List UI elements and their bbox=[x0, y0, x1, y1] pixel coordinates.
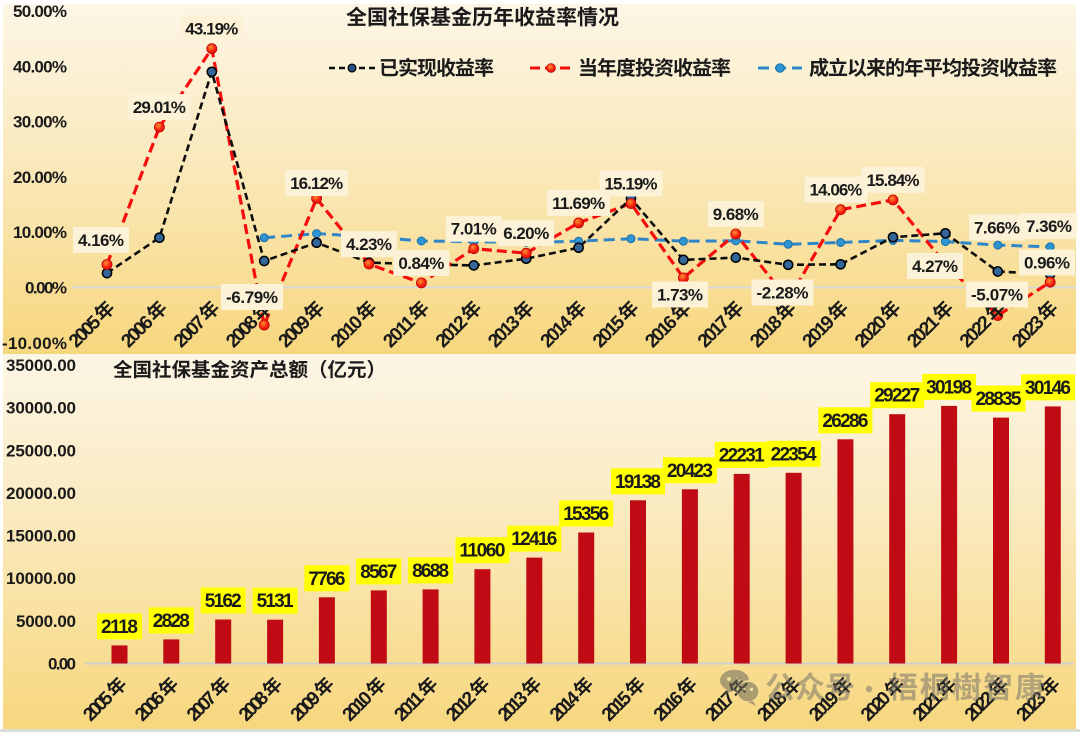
svg-text:7.01%: 7.01% bbox=[451, 220, 497, 239]
svg-text:0.96%: 0.96% bbox=[1024, 254, 1070, 273]
svg-text:20423: 20423 bbox=[667, 461, 713, 482]
svg-text:29227: 29227 bbox=[874, 386, 920, 407]
svg-text:15356: 15356 bbox=[563, 504, 609, 525]
svg-text:30.00%: 30.00% bbox=[13, 113, 67, 132]
svg-text:-2.28%: -2.28% bbox=[757, 284, 809, 303]
svg-text:4.23%: 4.23% bbox=[346, 235, 392, 254]
svg-text:2118: 2118 bbox=[101, 617, 138, 638]
svg-text:7766: 7766 bbox=[308, 569, 345, 590]
svg-text:-10.00%: -10.00% bbox=[2, 334, 67, 353]
svg-text:9.68%: 9.68% bbox=[713, 205, 759, 224]
svg-text:8567: 8567 bbox=[360, 562, 397, 583]
svg-text:14.06%: 14.06% bbox=[810, 181, 863, 200]
svg-text:11.69%: 11.69% bbox=[552, 194, 605, 213]
svg-text:12416: 12416 bbox=[511, 529, 557, 550]
svg-text:2828: 2828 bbox=[153, 611, 190, 632]
svg-text:7.66%: 7.66% bbox=[974, 219, 1020, 238]
svg-text:43.19%: 43.19% bbox=[185, 20, 238, 39]
svg-text:26286: 26286 bbox=[822, 411, 868, 432]
svg-text:5162: 5162 bbox=[205, 591, 242, 612]
svg-text:5131: 5131 bbox=[257, 591, 294, 612]
svg-text:6.20%: 6.20% bbox=[503, 224, 549, 243]
svg-text:22231: 22231 bbox=[719, 445, 765, 466]
svg-text:50.00%: 50.00% bbox=[13, 2, 67, 21]
svg-text:0.00%: 0.00% bbox=[25, 279, 67, 298]
svg-text:30000.00: 30000.00 bbox=[6, 399, 76, 418]
svg-text:35000.00: 35000.00 bbox=[6, 356, 76, 375]
svg-text:5000.00: 5000.00 bbox=[16, 612, 76, 631]
svg-text:25000.00: 25000.00 bbox=[6, 441, 76, 460]
svg-text:8688: 8688 bbox=[412, 561, 449, 582]
svg-text:20000.00: 20000.00 bbox=[6, 484, 76, 503]
svg-text:0.84%: 0.84% bbox=[398, 254, 444, 273]
svg-text:-6.79%: -6.79% bbox=[226, 288, 278, 307]
svg-text:7.36%: 7.36% bbox=[1026, 217, 1072, 236]
svg-text:15.19%: 15.19% bbox=[605, 175, 658, 194]
svg-text:4.27%: 4.27% bbox=[912, 257, 958, 276]
svg-text:30146: 30146 bbox=[1025, 378, 1071, 399]
svg-text:10.00%: 10.00% bbox=[13, 223, 67, 242]
svg-text:28835: 28835 bbox=[976, 389, 1022, 410]
svg-text:-5.07%: -5.07% bbox=[971, 286, 1023, 305]
svg-text:20.00%: 20.00% bbox=[13, 168, 67, 187]
svg-text:30198: 30198 bbox=[926, 377, 972, 398]
svg-text:10000.00: 10000.00 bbox=[6, 569, 76, 588]
svg-text:40.00%: 40.00% bbox=[13, 57, 67, 76]
svg-text:11060: 11060 bbox=[459, 541, 505, 562]
svg-text:15000.00: 15000.00 bbox=[6, 527, 76, 546]
svg-text:1.73%: 1.73% bbox=[657, 286, 703, 305]
svg-text:22354: 22354 bbox=[771, 444, 817, 465]
svg-text:4.16%: 4.16% bbox=[78, 231, 124, 250]
svg-text:15.84%: 15.84% bbox=[867, 171, 920, 190]
svg-text:16.12%: 16.12% bbox=[290, 174, 343, 193]
svg-text:19138: 19138 bbox=[615, 472, 661, 493]
svg-text:0.00: 0.00 bbox=[48, 655, 76, 674]
svg-text:29.01%: 29.01% bbox=[133, 98, 186, 117]
